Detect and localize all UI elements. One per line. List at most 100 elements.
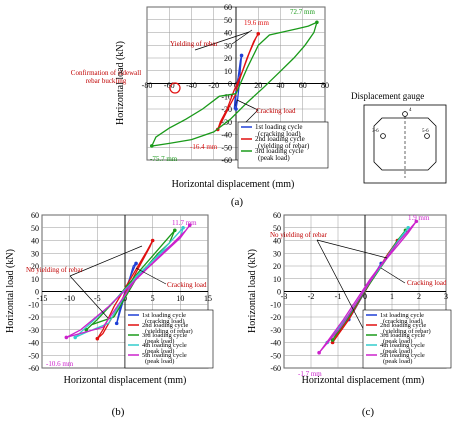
y-tick-label: 50: [224, 16, 232, 25]
y-tick-label: -30: [270, 326, 281, 335]
gauge-label-right: 5-6: [422, 129, 429, 134]
x-tick-label: 15: [204, 294, 212, 303]
x-tick-label: -1: [335, 292, 342, 301]
y-tick-label: 20: [224, 54, 232, 63]
annotation-label: -75.7 mm: [150, 155, 178, 163]
legend-label: 1st loading cycle: [142, 312, 186, 319]
annotation-leader-line: [194, 31, 250, 51]
x-tick-label: -60: [164, 81, 175, 90]
y-tick-label: 20: [273, 262, 281, 271]
x-tick-label: 2: [417, 292, 421, 301]
displacement-gauge-diagram: Displacement gauge 4 3-6 5-6: [351, 91, 447, 184]
x-axis-title: Horizontal displacement (mm): [302, 375, 425, 386]
legend-label-sub: (cracking load): [258, 130, 301, 138]
series-peak-marker: [315, 20, 319, 25]
annotation-label: 11.7 mm: [172, 219, 197, 227]
legend-label: 4th loading cycle: [142, 342, 187, 349]
y-tick-label: -60: [28, 364, 39, 373]
annotation-label: -1.7 mm: [298, 370, 322, 378]
series-peak-marker: [330, 338, 335, 342]
y-tick-label: -30: [28, 326, 39, 335]
series-peak-marker: [239, 53, 244, 58]
y-tick-label: -50: [28, 351, 39, 360]
y-tick-label: 40: [273, 237, 281, 246]
y-tick-label: 40: [31, 237, 39, 246]
annotation-leader-line: [380, 267, 406, 284]
panel-caption: (b): [112, 406, 125, 418]
series-peak-marker: [406, 225, 411, 230]
x-tick-label: -5: [94, 294, 101, 303]
legend-label: 2nd loading cycle: [380, 322, 426, 329]
y-axis-title: Horizontal load (kN): [5, 249, 16, 333]
annotation-label: Cracking load: [167, 281, 207, 289]
series-peak-marker: [134, 261, 138, 266]
legend-label: 2nd loading cycle: [142, 322, 188, 329]
legend-label: 3rd loading cycle: [380, 332, 425, 339]
buckling-marker-circle: [169, 82, 181, 94]
gauge-point-top: [402, 111, 408, 117]
annotation-line-1: Confirmation of sidewall: [71, 69, 141, 77]
legend-label-sub: (peak load): [145, 348, 174, 355]
annotation-leader-line: [316, 239, 388, 259]
series-line-2: [96, 240, 154, 340]
annotation-label: Yielding of rebar: [170, 40, 218, 48]
legend-label: 3rd loading cycle: [255, 147, 304, 155]
x-tick-label: 10: [176, 294, 184, 303]
annotation-label: 19.6 mm: [244, 19, 269, 27]
legend-box: [124, 309, 214, 369]
chart-panel-b: -15 -10 -5 0 5 10 15-60-50-40-30-20-1001020304…: [5, 211, 214, 418]
y-tick-label: 50: [31, 224, 39, 233]
y-tick-label: 10: [224, 67, 232, 76]
legend-label-sub: (yielding of rebar): [258, 142, 310, 150]
x-axis-title: Horizontal displacement (mm): [64, 375, 187, 386]
gauge-title: Displacement gauge: [351, 91, 424, 101]
x-tick-label: -20: [208, 81, 219, 90]
y-tick-label: -10: [270, 300, 281, 309]
y-tick-label: 50: [273, 224, 281, 233]
annotation-label: -10.6 mm: [46, 360, 74, 368]
y-tick-label: 60: [224, 3, 232, 12]
y-tick-label: -20: [270, 313, 281, 322]
y-tick-label: -20: [28, 313, 39, 322]
annotation-label: -16.4 mm: [190, 143, 218, 151]
y-tick-label: -10: [221, 92, 232, 101]
y-tick-label: 30: [224, 41, 232, 50]
legend-label-sub: (peak load): [258, 154, 290, 162]
y-tick-label: -50: [270, 351, 281, 360]
legend-label-sub: (yielding of rebar): [145, 328, 193, 335]
y-tick-label: -50: [221, 143, 232, 152]
annotation-line-2: rebar buckling: [86, 77, 127, 85]
legend-label-sub: (cracking load): [383, 318, 423, 325]
annotation-label: No yielding of rebar: [26, 266, 84, 274]
x-tick-label: 3: [444, 292, 448, 301]
y-tick-label: -10: [28, 300, 39, 309]
series-line-4: [74, 227, 184, 338]
y-tick-label: 0: [277, 288, 281, 297]
series-peak-marker: [150, 238, 155, 243]
legend-label: 3rd loading cycle: [142, 332, 187, 339]
series-line-2: [217, 33, 259, 130]
y-tick-label: 40: [224, 29, 232, 38]
annotation-label: Cracking load: [256, 107, 296, 115]
gauge-point-left: [380, 133, 386, 139]
y-tick-label: 30: [273, 249, 281, 258]
legend-label: 2nd loading cycle: [255, 135, 305, 143]
series-line-3: [150, 21, 318, 147]
series-peak-marker: [317, 350, 321, 355]
x-tick-label: 20: [254, 81, 262, 90]
annotation-leader-line: [69, 275, 109, 319]
annotation-leader-line: [69, 245, 143, 277]
panel-caption: (c): [362, 406, 375, 418]
series-peak-marker: [256, 31, 261, 36]
y-tick-label: -40: [221, 131, 232, 140]
legend-label-sub: (cracking load): [145, 318, 185, 325]
series-peak-marker: [187, 223, 192, 227]
x-tick-label: -80: [142, 81, 153, 90]
panel-caption: (a): [231, 196, 244, 208]
chart-panel-c: -3 -2 -1 0 1 2 3-60-50-40-30-20-10010203040506…: [247, 211, 452, 418]
y-tick-label: -40: [270, 339, 281, 348]
annotation-leader-line: [316, 239, 368, 337]
annotation-label: 72.7 mm: [290, 8, 315, 16]
legend-box: [362, 309, 452, 369]
